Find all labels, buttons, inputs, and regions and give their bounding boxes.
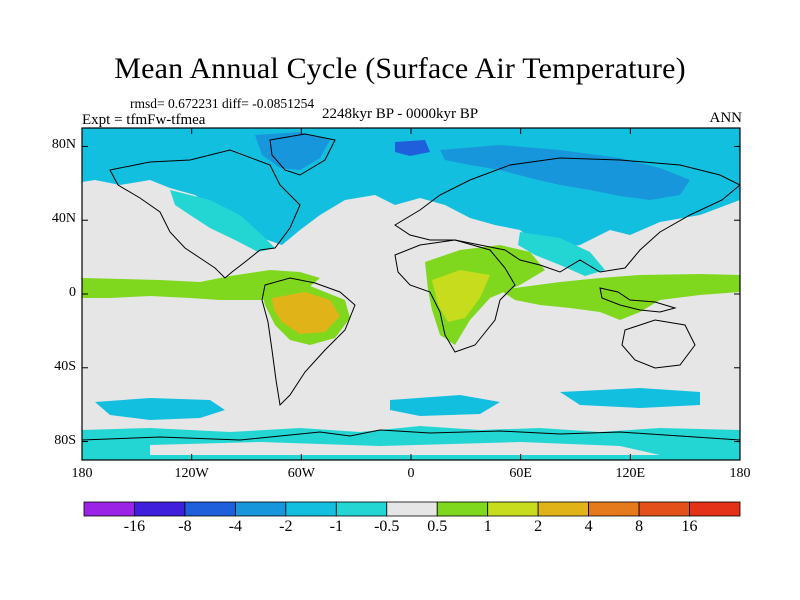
lat-tick-label: 40S <box>54 358 76 374</box>
colorbar-level-label: -16 <box>123 518 146 535</box>
lat-tick-label: 0 <box>69 285 76 300</box>
lon-tick-label: 180 <box>71 466 93 481</box>
anomaly-region-amazon-core <box>272 292 340 334</box>
colorbar-level-label: 16 <box>681 518 698 535</box>
anomaly-region-africa-core <box>432 270 490 322</box>
anomaly-region-southern-ocean-c <box>560 388 700 408</box>
lon-tick-label: 60E <box>509 466 532 481</box>
colorbar-swatch <box>537 501 590 517</box>
anomaly-region-siberia-deep <box>395 140 430 156</box>
colorbar-level-label: 4 <box>584 518 593 535</box>
coast-eurasia <box>394 157 740 273</box>
colorbar-level-label: 2 <box>534 518 543 535</box>
colorbar-swatch <box>83 501 135 517</box>
coast-north-america <box>109 149 301 279</box>
coast-south-america <box>261 277 356 407</box>
colorbar-swatch <box>134 501 186 517</box>
lon-tick-label: 120W <box>174 466 209 481</box>
lon-tick-label: 60W <box>287 466 315 481</box>
lon-tick-label: 0 <box>407 466 415 481</box>
colorbar-swatch <box>335 501 388 517</box>
colorbar-swatch <box>487 501 539 517</box>
colorbar-level-label: -2 <box>279 518 293 535</box>
lon-tick-label: 180 <box>729 466 751 481</box>
anomaly-region-tibet <box>518 232 605 276</box>
colorbar-swatch <box>285 501 337 517</box>
lat-tick-label: 40N <box>51 211 76 227</box>
colorbar-level-label: -4 <box>228 518 243 535</box>
season-label: ANN <box>709 110 743 126</box>
period-label: 2248kyr BP - 0000kyr BP <box>322 106 479 122</box>
lat-tick-label: 80S <box>54 432 76 448</box>
colorbar-swatch <box>436 501 489 517</box>
coast-africa <box>394 239 516 353</box>
anomaly-region-antarctic-interior <box>150 442 660 455</box>
coast-greenland <box>269 133 336 176</box>
anomaly-region-atlantic-eq <box>82 270 320 300</box>
anomaly-region-southern-ocean-b <box>390 395 500 416</box>
coast-australia <box>621 319 696 369</box>
colorbar-level-label: 0.5 <box>427 518 448 535</box>
anomaly-region-southern-ocean-a <box>95 398 225 420</box>
colorbar-swatch <box>689 501 741 517</box>
axis-ticks <box>81 128 741 460</box>
anomaly-region-north-america <box>170 190 275 252</box>
anomaly-region-indian-ocean <box>500 274 740 320</box>
stats-text: rmsd= 0.672231 diff= -0.0851254 <box>130 96 315 111</box>
colorbar-swatch <box>638 501 690 517</box>
coast-antarctica <box>82 429 740 441</box>
anomaly-region-siberia-strong <box>440 145 690 200</box>
colorbar-swatch <box>588 501 640 517</box>
colorbar-level-label: 8 <box>635 518 644 535</box>
colorbar-swatch <box>234 501 287 517</box>
coast-maritime-continent <box>599 287 677 313</box>
colorbar-level-label: -1 <box>329 518 343 535</box>
anomaly-region-greenland <box>255 132 330 170</box>
colorbar-level-label: -0.5 <box>374 518 400 535</box>
colorbar-level-label: -8 <box>178 518 192 535</box>
lon-tick-label: 120E <box>615 466 646 481</box>
lat-tick-label: 80N <box>51 137 76 153</box>
experiment-label: Expt = tfmFw-tfmea <box>82 112 206 128</box>
colorbar-swatch <box>386 501 438 517</box>
map-title: Mean Annual Cycle (Surface Air Temperatu… <box>114 52 686 85</box>
colorbar-swatch <box>184 501 236 517</box>
colorbar-level-label: 1 <box>483 518 492 535</box>
